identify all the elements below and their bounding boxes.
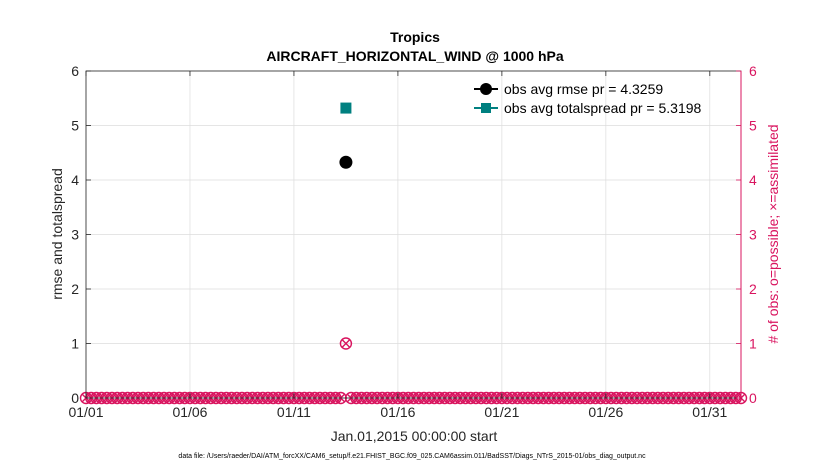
legend-label-spread: obs avg totalspread pr = 5.3198 bbox=[504, 100, 702, 116]
y-right-tick-label: 6 bbox=[749, 63, 757, 79]
x-tick-label: 01/26 bbox=[588, 404, 623, 420]
y-tick-label: 2 bbox=[71, 281, 79, 297]
y-tick-label: 0 bbox=[71, 390, 79, 406]
chart-title: Tropics bbox=[390, 29, 440, 45]
legend-label-rmse: obs avg rmse pr = 4.3259 bbox=[504, 81, 663, 97]
y-tick-label: 1 bbox=[71, 336, 79, 352]
y-right-tick-label: 3 bbox=[749, 227, 757, 243]
obs-assimilated-marker bbox=[341, 339, 351, 348]
totalspread-point bbox=[340, 102, 352, 114]
x-tick-label: 01/21 bbox=[484, 404, 519, 420]
y-tick-label: 4 bbox=[71, 172, 79, 188]
y-axis-label: rmse and totalspread bbox=[49, 168, 65, 300]
y-axis-right: 0 1 2 3 4 5 6 bbox=[736, 63, 757, 406]
y-right-tick-label: 1 bbox=[749, 336, 757, 352]
x-tick-label: 01/06 bbox=[172, 404, 207, 420]
chart-subtitle: AIRCRAFT_HORIZONTAL_WIND @ 1000 hPa bbox=[266, 48, 564, 64]
data-series bbox=[339, 102, 353, 169]
y-right-tick-label: 0 bbox=[749, 390, 757, 406]
x-tick-label: 01/11 bbox=[277, 404, 311, 420]
footer-data-file: data file: /Users/raeder/DAI/ATM_forcXX/… bbox=[178, 453, 646, 460]
x-axis-label: Jan.01,2015 00:00:00 start bbox=[331, 428, 498, 444]
y-axis-label-right: # of obs: o=possible; ×=assimilated bbox=[765, 124, 781, 343]
x-tick-label: 01/31 bbox=[692, 404, 727, 420]
y-axis-left: 0 1 2 3 4 5 6 bbox=[71, 63, 91, 406]
x-axis: 01/01 01/06 01/11 01/16 01/21 01/26 01/31 bbox=[68, 71, 728, 420]
y-tick-label: 5 bbox=[71, 118, 79, 134]
x-tick-label: 01/01 bbox=[68, 404, 103, 420]
legend-marker-spread bbox=[481, 103, 491, 113]
y-tick-label: 6 bbox=[71, 63, 79, 79]
y-right-tick-label: 4 bbox=[749, 172, 757, 188]
legend: obs avg rmse pr = 4.3259 obs avg totalsp… bbox=[474, 81, 702, 116]
rmse-point bbox=[339, 155, 353, 169]
obs-possible-marker bbox=[339, 337, 353, 350]
y-right-tick-label: 2 bbox=[749, 281, 757, 297]
y-right-tick-label: 5 bbox=[749, 118, 757, 134]
x-tick-label: 01/16 bbox=[380, 404, 415, 420]
y-tick-label: 3 bbox=[71, 227, 79, 243]
legend-marker-rmse bbox=[480, 83, 492, 95]
